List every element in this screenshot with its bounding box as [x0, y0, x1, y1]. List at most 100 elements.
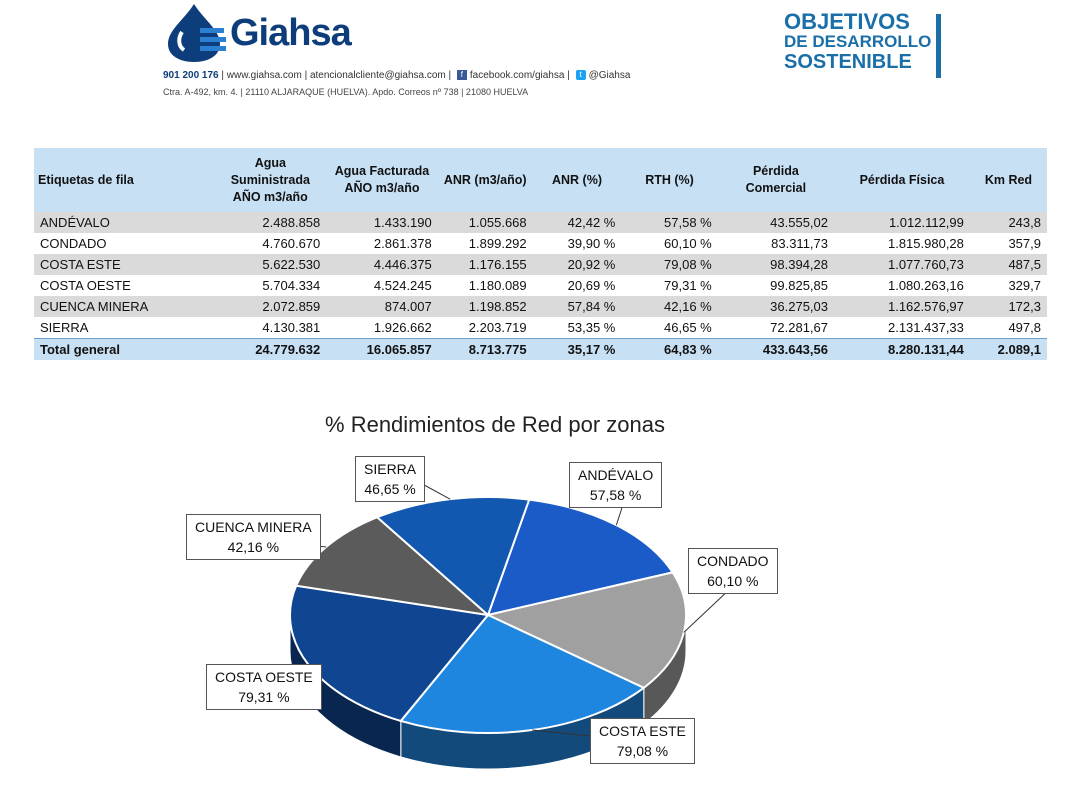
- pie-label-value: 79,31 %: [238, 689, 290, 705]
- table-cell: 72.281,67: [717, 317, 834, 339]
- pie-label: SIERRA 46,65 %: [355, 456, 426, 502]
- table-header-row: Etiquetas de fila Agua Suministrada AÑO …: [34, 148, 1047, 212]
- header-cell: Etiquetas de fila: [34, 148, 215, 212]
- table-cell: 4.760.670: [214, 233, 327, 254]
- table-cell: 2.131.437,33: [834, 317, 970, 339]
- table-cell: 36.275,03: [717, 296, 834, 317]
- pie-label-category: ANDÉVALO: [578, 467, 654, 483]
- ods-line-1: OBJETIVOS: [784, 9, 910, 34]
- water-data-table: Etiquetas de fila Agua Suministrada AÑO …: [34, 148, 1047, 360]
- table-cell: 57,58 %: [621, 212, 718, 233]
- total-cell: 35,17 %: [532, 338, 622, 360]
- table-row: COSTA ESTE 5.622.530 4.446.375 1.176.155 20,…: [34, 254, 1047, 275]
- table-cell: 60,10 %: [621, 233, 718, 254]
- total-cell: 64,83 %: [621, 338, 718, 360]
- pie-label: ANDÉVALO 57,58 %: [569, 462, 663, 508]
- pie-label: COSTA OESTE 79,31 %: [206, 664, 322, 710]
- total-label: Total general: [34, 338, 215, 360]
- table-row: COSTA OESTE 5.704.334 4.524.245 1.180.089 20…: [34, 275, 1047, 296]
- table-cell: 79,08 %: [621, 254, 718, 275]
- table-cell: 497,8: [969, 317, 1047, 339]
- address-line: Ctra. A-492, km. 4. | 21110 ALJARAQUE (H…: [163, 87, 529, 97]
- table-cell: 1.077.760,73: [834, 254, 970, 275]
- pie-label-category: CONDADO: [697, 553, 769, 569]
- table-cell: 2.488.858: [214, 212, 327, 233]
- table-cell: 1.180.089: [437, 275, 533, 296]
- pie-slice-cuenca-minera: [294, 516, 492, 617]
- pie-slice-costa-este: [399, 613, 646, 734]
- twitter-handle[interactable]: @Giahsa: [588, 70, 631, 81]
- total-row: Total general 24.779.632 16.065.857 8.713.7…: [34, 338, 1047, 360]
- total-cell: 24.779.632: [214, 338, 327, 360]
- contact-line: 901 200 176 | www.giahsa.com | atenciona…: [163, 70, 631, 81]
- table-cell: 1.926.662: [326, 317, 438, 339]
- pie-label-value: 79,08 %: [616, 743, 669, 759]
- table-cell: 329,7: [969, 275, 1047, 296]
- pie-label-value: 46,65 %: [364, 481, 416, 497]
- table-cell: 1.433.190: [326, 212, 438, 233]
- total-cell: 433.643,56: [717, 338, 834, 360]
- table-cell: 1.198.852: [437, 296, 533, 317]
- table-cell: 39,90 %: [532, 233, 622, 254]
- contact-info: | www.giahsa.com | atencionalcliente@gia…: [218, 70, 454, 81]
- table-cell: 2.203.719: [437, 317, 533, 339]
- brand-name: Giahsa: [230, 12, 352, 54]
- row-label: COSTA OESTE: [34, 275, 215, 296]
- pie-label-category: SIERRA: [364, 461, 417, 477]
- row-label: CONDADO: [34, 233, 215, 254]
- table-row: CONDADO 4.760.670 2.861.378 1.899.292 39,90 …: [34, 233, 1047, 254]
- table-cell: 4.130.381: [214, 317, 327, 339]
- header-cell: Agua Suministrada AÑO m3/año: [214, 148, 327, 212]
- total-cell: 8.713.775: [437, 338, 533, 360]
- table-cell: 243,8: [969, 212, 1047, 233]
- pie-label: CONDADO 60,10 %: [688, 548, 778, 594]
- chart-title: % Rendimientos de Red por zonas: [325, 412, 665, 437]
- table-cell: 57,84 %: [532, 296, 622, 317]
- drop-logo-icon: [168, 4, 226, 62]
- giahsa-logo: Giahsa: [160, 2, 370, 68]
- total-cell: 16.065.857: [326, 338, 438, 360]
- table-cell: 1.815.980,28: [834, 233, 970, 254]
- row-label: ANDÉVALO: [34, 212, 215, 233]
- header-cell: Pérdida Física: [834, 148, 970, 212]
- row-label: CUENCA MINERA: [34, 296, 215, 317]
- table-cell: 20,92 %: [532, 254, 622, 275]
- table-cell: 46,65 %: [621, 317, 718, 339]
- header-cell: Km Red: [969, 148, 1047, 212]
- pie-label-category: COSTA OESTE: [215, 669, 313, 685]
- total-cell: 8.280.131,44: [834, 338, 970, 360]
- ods-line-2: DE DESARROLLO: [784, 32, 932, 51]
- twitter-icon: t: [575, 70, 586, 81]
- table-row: SIERRA 4.130.381 1.926.662 2.203.719 53,35 %…: [34, 317, 1047, 339]
- table-cell: 53,35 %: [532, 317, 622, 339]
- pie-label-category: COSTA ESTE: [599, 723, 686, 739]
- table-cell: 99.825,85: [717, 275, 834, 296]
- pie-label-value: 57,58 %: [589, 487, 642, 503]
- table-cell: 5.622.530: [214, 254, 327, 275]
- row-label: COSTA ESTE: [34, 254, 215, 275]
- facebook-icon: f: [456, 70, 467, 81]
- table-cell: 43.555,02: [717, 212, 834, 233]
- table-cell: 172,3: [969, 296, 1047, 317]
- table-cell: 42,16 %: [621, 296, 718, 317]
- table-cell: 1.162.576,97: [834, 296, 970, 317]
- table-row: ANDÉVALO 2.488.858 1.433.190 1.055.668 42,42…: [34, 212, 1047, 233]
- pie-label-value: 42,16 %: [227, 539, 280, 555]
- table-cell: 4.524.245: [326, 275, 438, 296]
- table-cell: 1.176.155: [437, 254, 533, 275]
- ods-logo: OBJETIVOS DE DESARROLLO SOSTENIBLE: [784, 9, 954, 82]
- table-cell: 357,9: [969, 233, 1047, 254]
- table-cell: 1.899.292: [437, 233, 533, 254]
- pie-label-category: CUENCA MINERA: [195, 519, 312, 535]
- table-cell: 20,69 %: [532, 275, 622, 296]
- contact-phone: 901 200 176: [163, 70, 219, 81]
- table-cell: 1.012.112,99: [834, 212, 970, 233]
- total-cell: 2.089,1: [969, 338, 1047, 360]
- table-cell: 4.446.375: [326, 254, 438, 275]
- facebook-link[interactable]: facebook.com/giahsa: [469, 70, 565, 81]
- pie-label-value: 60,10 %: [707, 573, 759, 589]
- table-cell: 2.861.378: [326, 233, 438, 254]
- pie-chart: [245, 479, 749, 770]
- table-cell: 42,42 %: [532, 212, 622, 233]
- ods-bar: [936, 14, 941, 78]
